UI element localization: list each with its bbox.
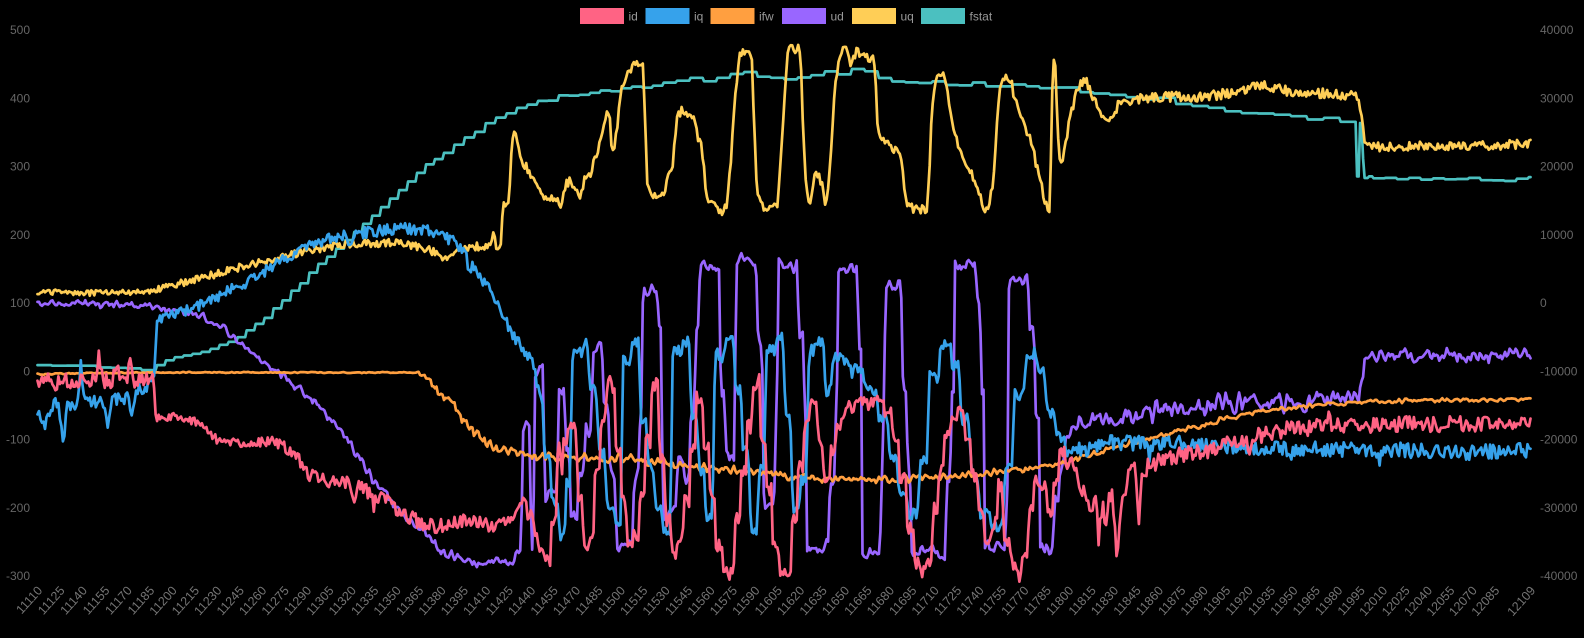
svg-text:0: 0 (23, 364, 30, 378)
svg-text:200: 200 (10, 228, 30, 242)
svg-text:20000: 20000 (1540, 160, 1574, 174)
svg-text:30000: 30000 (1540, 92, 1574, 106)
svg-text:10000: 10000 (1540, 228, 1574, 242)
svg-text:100: 100 (10, 296, 30, 310)
svg-text:-40000: -40000 (1540, 569, 1578, 583)
svg-text:400: 400 (10, 92, 30, 106)
svg-text:0: 0 (1540, 296, 1547, 310)
svg-text:-30000: -30000 (1540, 501, 1578, 515)
svg-text:300: 300 (10, 160, 30, 174)
svg-text:-20000: -20000 (1540, 433, 1578, 447)
svg-text:iq: iq (694, 10, 703, 24)
svg-text:ifw: ifw (759, 10, 774, 24)
svg-text:-200: -200 (6, 501, 30, 515)
svg-text:500: 500 (10, 23, 30, 37)
svg-text:-10000: -10000 (1540, 364, 1578, 378)
svg-text:40000: 40000 (1540, 23, 1574, 37)
svg-text:uq: uq (901, 10, 914, 24)
svg-text:-100: -100 (6, 433, 30, 447)
svg-text:fstat: fstat (970, 10, 993, 24)
svg-text:-300: -300 (6, 569, 30, 583)
svg-text:id: id (629, 10, 638, 24)
svg-text:ud: ud (831, 10, 844, 24)
